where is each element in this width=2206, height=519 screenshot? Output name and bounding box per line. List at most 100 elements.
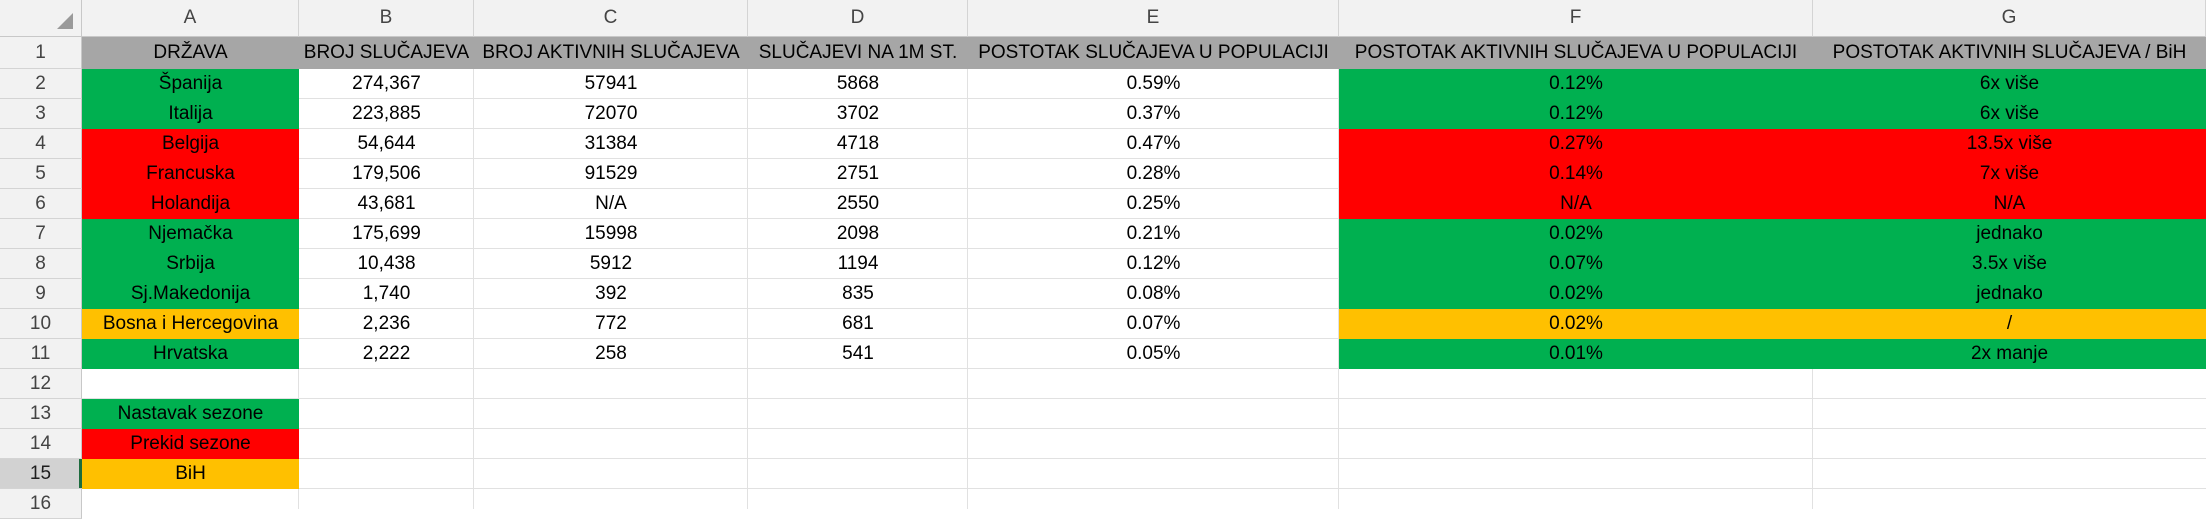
- row-header-6[interactable]: 6: [0, 189, 82, 219]
- table-cell[interactable]: 274,367: [352, 73, 421, 94]
- table-cell[interactable]: 835: [842, 283, 874, 304]
- country-cell[interactable]: Sj.Makedonija: [82, 279, 299, 309]
- table-cell[interactable]: 2,236: [362, 313, 411, 334]
- table-header-a[interactable]: DRŽAVA: [82, 37, 299, 69]
- country-cell[interactable]: Francuska: [82, 159, 299, 189]
- table-cell[interactable]: 0.02%: [1339, 309, 1813, 339]
- column-header-f[interactable]: F: [1339, 0, 1813, 37]
- table-cell[interactable]: 175,699: [352, 223, 421, 244]
- table-cell[interactable]: N/A: [1339, 189, 1813, 219]
- table-cell[interactable]: 15998: [584, 223, 638, 244]
- country-cell[interactable]: Hrvatska: [82, 339, 299, 369]
- legend-item-red[interactable]: Prekid sezone: [82, 429, 299, 459]
- table-cell[interactable]: 2751: [836, 163, 880, 184]
- table-cell[interactable]: 5912: [589, 253, 633, 274]
- table-cell[interactable]: 0.01%: [1339, 339, 1813, 369]
- country-cell[interactable]: Italija: [82, 99, 299, 129]
- table-cell[interactable]: 43,681: [357, 193, 416, 214]
- table-cell[interactable]: 2x manje: [1813, 339, 2206, 369]
- row-header-5[interactable]: 5: [0, 159, 82, 189]
- table-cell[interactable]: 541: [842, 343, 874, 364]
- table-header-e[interactable]: POSTOTAK SLUČAJEVA U POPULACIJI: [968, 37, 1339, 69]
- table-cell[interactable]: 1,740: [362, 283, 411, 304]
- table-header-f[interactable]: POSTOTAK AKTIVNIH SLUČAJEVA U POPULACIJI: [1339, 37, 1813, 69]
- table-cell[interactable]: jednako: [1813, 219, 2206, 249]
- table-cell[interactable]: 0.12%: [1126, 253, 1181, 274]
- row-header-9[interactable]: 9: [0, 279, 82, 309]
- table-cell[interactable]: 10,438: [357, 253, 416, 274]
- row-header-16[interactable]: 16: [0, 489, 82, 519]
- row-header-14[interactable]: 14: [0, 429, 82, 459]
- column-header-c[interactable]: C: [474, 0, 748, 37]
- table-cell[interactable]: 4718: [836, 133, 880, 154]
- table-cell[interactable]: jednako: [1813, 279, 2206, 309]
- table-cell[interactable]: 2550: [836, 193, 880, 214]
- table-cell[interactable]: 0.05%: [1126, 343, 1181, 364]
- table-cell[interactable]: 0.47%: [1126, 133, 1181, 154]
- country-cell[interactable]: Srbija: [82, 249, 299, 279]
- table-cell[interactable]: 57941: [584, 73, 638, 94]
- table-cell[interactable]: 179,506: [352, 163, 421, 184]
- table-cell[interactable]: 0.07%: [1126, 313, 1181, 334]
- table-cell[interactable]: 0.59%: [1126, 73, 1181, 94]
- table-cell[interactable]: 0.02%: [1339, 219, 1813, 249]
- table-cell[interactable]: 2,222: [362, 343, 411, 364]
- table-cell[interactable]: 0.37%: [1126, 103, 1181, 124]
- row-header-10[interactable]: 10: [0, 309, 82, 339]
- row-header-12[interactable]: 12: [0, 369, 82, 399]
- table-cell[interactable]: 681: [842, 313, 874, 334]
- column-header-g[interactable]: G: [1813, 0, 2206, 37]
- table-cell[interactable]: 91529: [584, 163, 638, 184]
- column-header-d[interactable]: D: [748, 0, 968, 37]
- column-header-e[interactable]: E: [968, 0, 1339, 37]
- row-header-8[interactable]: 8: [0, 249, 82, 279]
- row-header-7[interactable]: 7: [0, 219, 82, 249]
- table-cell[interactable]: N/A: [595, 193, 627, 214]
- row-header-11[interactable]: 11: [0, 339, 82, 369]
- country-cell[interactable]: Bosna i Hercegovina: [82, 309, 299, 339]
- table-cell[interactable]: 223,885: [352, 103, 421, 124]
- table-header-b[interactable]: BROJ SLUČAJEVA: [299, 37, 474, 69]
- row-header-1[interactable]: 1: [0, 37, 82, 69]
- table-cell[interactable]: 6x više: [1813, 69, 2206, 99]
- select-all-corner[interactable]: [0, 0, 82, 37]
- table-cell[interactable]: N/A: [1813, 189, 2206, 219]
- table-cell[interactable]: 54,644: [357, 133, 416, 154]
- table-cell[interactable]: 3.5x više: [1813, 249, 2206, 279]
- table-header-c[interactable]: BROJ AKTIVNIH SLUČAJEVA: [474, 37, 748, 69]
- row-header-15[interactable]: 15: [0, 459, 83, 489]
- table-cell[interactable]: 0.21%: [1126, 223, 1181, 244]
- table-cell[interactable]: 3702: [836, 103, 880, 124]
- row-header-3[interactable]: 3: [0, 99, 82, 129]
- table-cell[interactable]: 0.28%: [1126, 163, 1181, 184]
- table-cell[interactable]: 0.02%: [1339, 279, 1813, 309]
- table-cell[interactable]: 5868: [836, 73, 880, 94]
- country-cell[interactable]: Španija: [82, 69, 299, 99]
- legend-item-yellow[interactable]: BiH: [82, 459, 299, 489]
- table-cell[interactable]: 7x više: [1813, 159, 2206, 189]
- table-cell[interactable]: 31384: [584, 133, 638, 154]
- table-cell[interactable]: 6x više: [1813, 99, 2206, 129]
- table-cell[interactable]: 392: [595, 283, 627, 304]
- table-cell[interactable]: /: [1813, 309, 2206, 339]
- table-header-d[interactable]: SLUČAJEVI NA 1M ST.: [748, 37, 968, 69]
- country-cell[interactable]: Holandija: [82, 189, 299, 219]
- table-cell[interactable]: 0.12%: [1339, 99, 1813, 129]
- column-header-b[interactable]: B: [299, 0, 474, 37]
- table-cell[interactable]: 772: [595, 313, 627, 334]
- row-header-4[interactable]: 4: [0, 129, 82, 159]
- row-header-13[interactable]: 13: [0, 399, 82, 429]
- table-cell[interactable]: 0.14%: [1339, 159, 1813, 189]
- country-cell[interactable]: Njemačka: [82, 219, 299, 249]
- table-cell[interactable]: 72070: [584, 103, 638, 124]
- table-cell[interactable]: 13.5x više: [1813, 129, 2206, 159]
- legend-item-green[interactable]: Nastavak sezone: [82, 399, 299, 429]
- table-cell[interactable]: 0.12%: [1339, 69, 1813, 99]
- table-cell[interactable]: 0.07%: [1339, 249, 1813, 279]
- row-header-2[interactable]: 2: [0, 69, 82, 99]
- table-cell[interactable]: 0.25%: [1126, 193, 1181, 214]
- table-cell[interactable]: 0.27%: [1339, 129, 1813, 159]
- table-cell[interactable]: 2098: [836, 223, 880, 244]
- table-cell[interactable]: 1194: [837, 253, 879, 274]
- table-header-g[interactable]: POSTOTAK AKTIVNIH SLUČAJEVA / BiH: [1813, 37, 2206, 69]
